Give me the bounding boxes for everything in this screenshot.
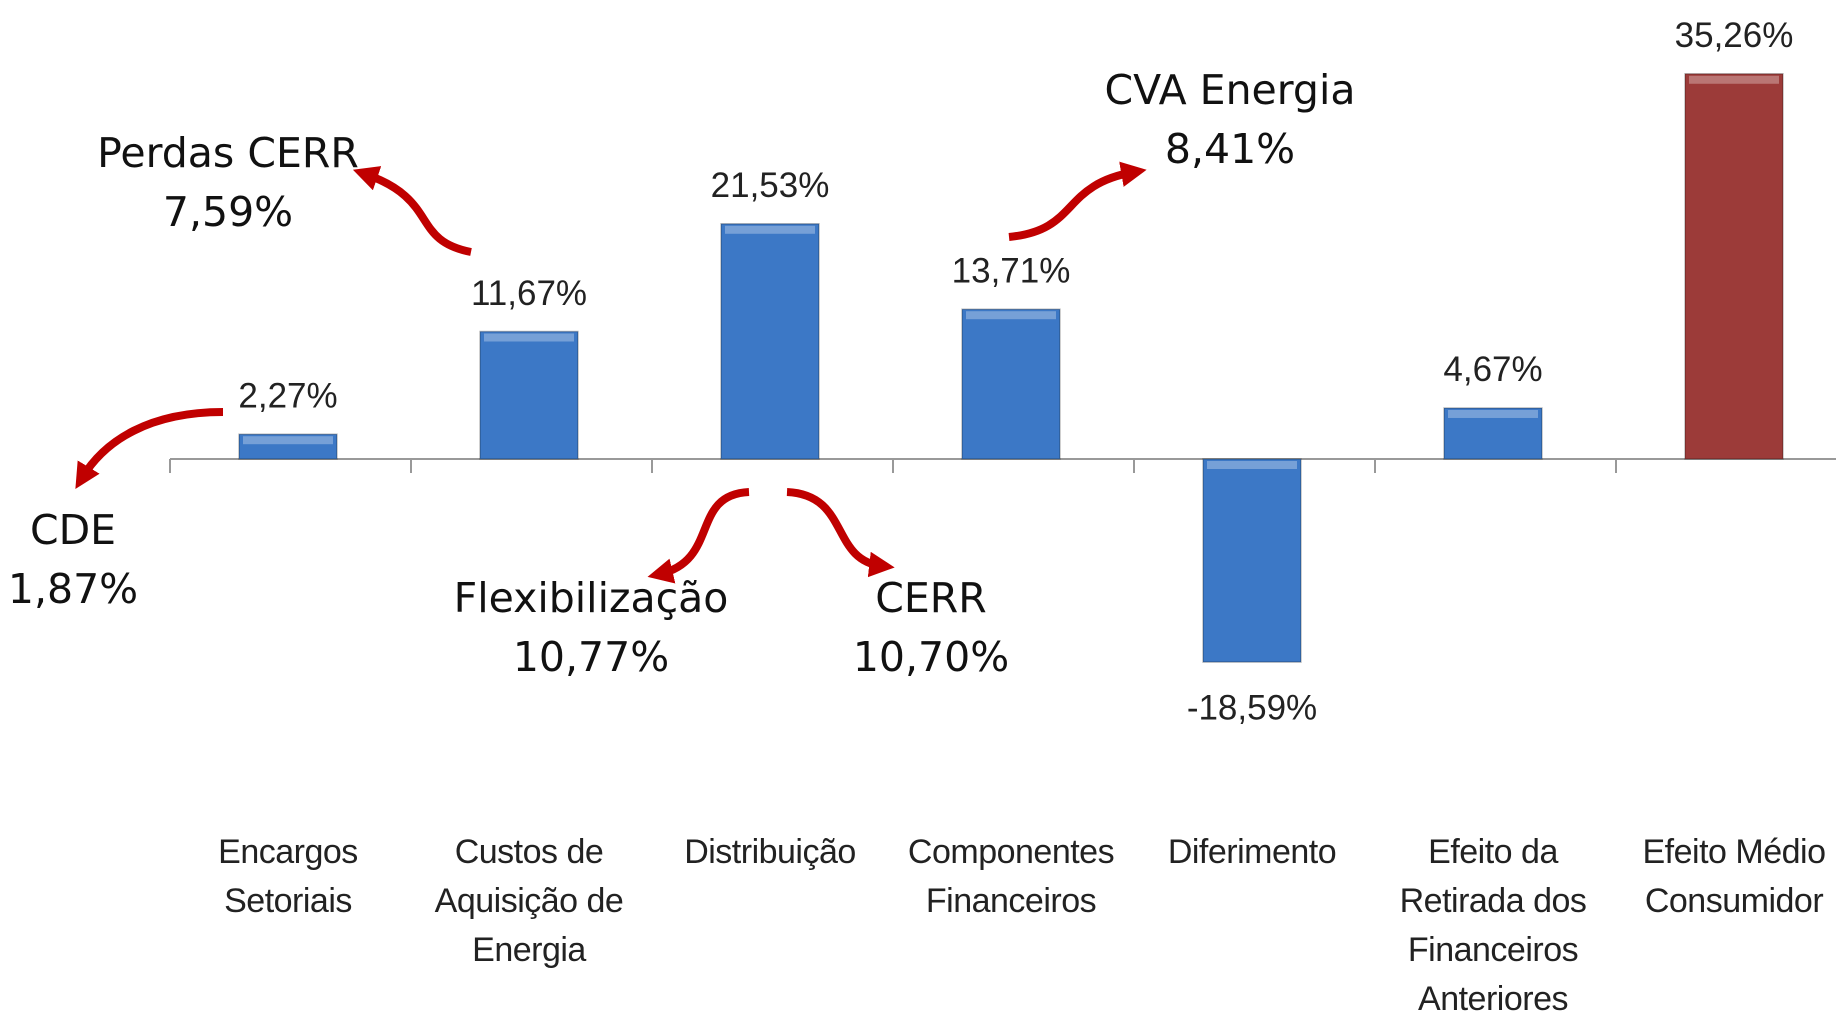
bar-highlight bbox=[243, 436, 333, 445]
data-label: 35,26% bbox=[1675, 16, 1794, 55]
annotation-name: CDE bbox=[30, 506, 116, 554]
annotation-value: 10,70% bbox=[853, 633, 1009, 681]
annotation-value: 8,41% bbox=[1165, 125, 1295, 173]
arrow bbox=[786, 488, 895, 578]
annotation-value: 10,77% bbox=[513, 633, 669, 681]
bar bbox=[720, 223, 820, 460]
data-label: 2,27% bbox=[238, 376, 337, 415]
bar-highlight bbox=[484, 333, 574, 342]
x-tick-label: Distribuição bbox=[684, 833, 856, 871]
bar-highlight bbox=[1207, 461, 1297, 469]
x-tick-label: Efeito da Retirada dos Financeiros Anter… bbox=[1399, 833, 1587, 1018]
bar bbox=[961, 308, 1061, 460]
arrow bbox=[352, 166, 472, 256]
data-label: -18,59% bbox=[1187, 688, 1317, 727]
bar bbox=[479, 330, 579, 460]
bar-highlight bbox=[1448, 409, 1538, 418]
x-tick-label: Efeito Médio Consumidor bbox=[1642, 833, 1827, 920]
bar bbox=[1202, 458, 1302, 663]
data-label: 4,67% bbox=[1443, 350, 1542, 389]
annotation-name: Perdas CERR bbox=[97, 129, 359, 177]
arrow bbox=[75, 408, 224, 489]
data-label: 21,53% bbox=[711, 166, 830, 205]
bar bbox=[238, 433, 338, 460]
annotation-value: 1,87% bbox=[8, 565, 138, 613]
x-tick-label: Componentes Financeiros bbox=[907, 833, 1115, 920]
bar-highlight bbox=[1689, 75, 1779, 84]
annotation-name: CVA Energia bbox=[1105, 66, 1356, 114]
bar bbox=[1443, 407, 1543, 460]
bar-highlight bbox=[725, 225, 815, 234]
x-tick-label: Diferimento bbox=[1167, 833, 1337, 871]
data-label: 11,67% bbox=[471, 274, 587, 313]
annotation-name: CERR bbox=[875, 574, 987, 622]
bar bbox=[1684, 73, 1784, 460]
arrow bbox=[647, 488, 750, 584]
arrow bbox=[1008, 161, 1147, 241]
data-label: 13,71% bbox=[952, 251, 1071, 290]
annotation-value: 7,59% bbox=[163, 188, 293, 236]
bar-highlight bbox=[966, 311, 1056, 320]
x-tick-label: Encargos Setoriais bbox=[218, 833, 358, 920]
annotation-name: Flexibilização bbox=[454, 574, 729, 622]
x-tick-label: Custos de Aquisição de Energia bbox=[434, 833, 624, 969]
